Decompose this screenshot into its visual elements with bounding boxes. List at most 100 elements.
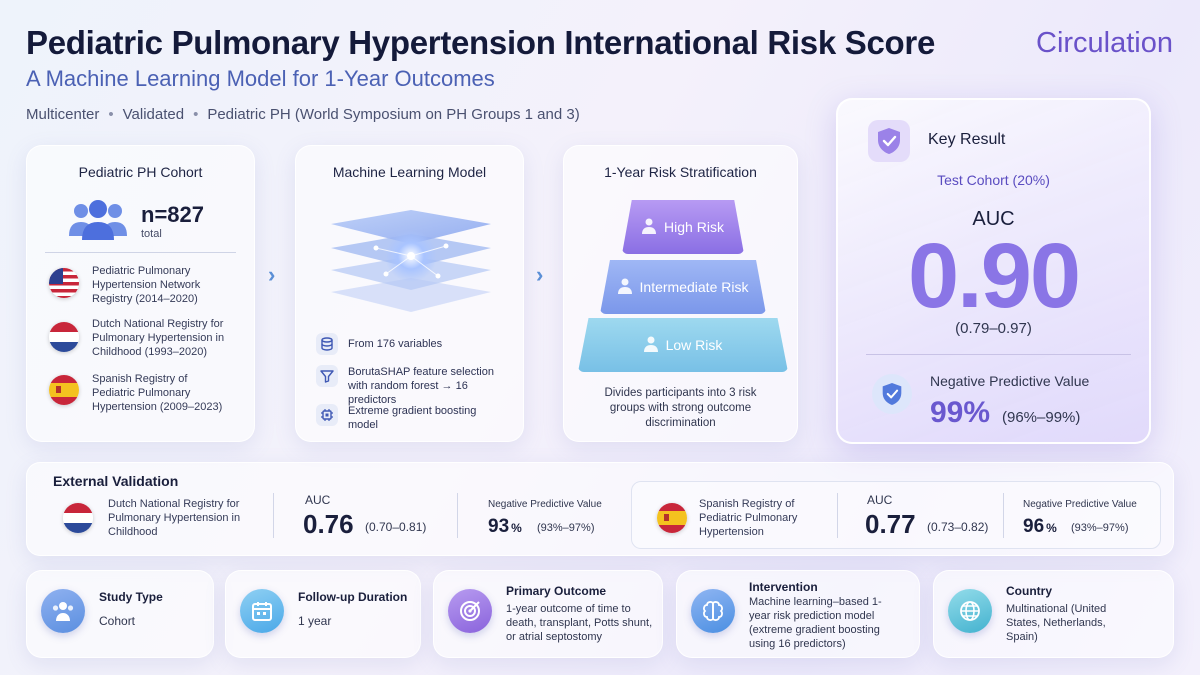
tag-separator: • — [193, 106, 199, 123]
model-card: Machine Learning Model — [295, 145, 524, 442]
npv-ci: (93%–97%) — [537, 522, 595, 534]
person-icon — [617, 278, 632, 297]
summary-card-follow-up: Follow-up Duration 1 year — [225, 570, 421, 658]
target-icon — [448, 589, 492, 633]
tag-item: Validated — [122, 106, 185, 123]
npv-label: Negative Predictive Value — [1023, 499, 1137, 510]
summary-card-intervention: Intervention Machine learning–based 1-ye… — [676, 570, 920, 658]
risk-title: 1-Year Risk Stratification — [604, 164, 757, 180]
spain-flag-icon — [657, 503, 687, 533]
npv-value: 93% — [488, 516, 522, 538]
summary-label: Primary Outcome — [506, 584, 607, 598]
database-icon — [316, 333, 338, 355]
risk-tier-label: Low Risk — [665, 337, 723, 353]
registry-text: Pediatric Pulmonary Hypertension Network… — [92, 265, 201, 305]
model-step-text: Extreme gradient boosting model — [348, 405, 477, 431]
external-validation-panel: External Validation Dutch National Regis… — [26, 462, 1174, 556]
model-step: From 176 variables — [316, 333, 442, 355]
spain-flag-icon — [49, 375, 79, 405]
tag-separator: • — [108, 106, 114, 123]
auc-ci: (0.70–0.81) — [365, 520, 427, 534]
npv-value: 99% — [930, 396, 991, 429]
npv-label: Negative Predictive Value — [930, 373, 1090, 389]
npv-label: Negative Predictive Value — [488, 499, 602, 510]
tag-item: Multicenter — [26, 106, 100, 123]
divider — [45, 252, 236, 253]
model-step-text: BorutaSHAP feature selection with random… — [348, 366, 494, 406]
cohort-title: Pediatric PH Cohort — [78, 164, 203, 180]
journal-name: Circulation — [1036, 27, 1173, 59]
summary-label: Follow-up Duration — [298, 590, 408, 604]
person-icon — [643, 336, 658, 355]
model-step: BorutaSHAP feature selection with random… — [316, 365, 508, 407]
summary-label: Study Type — [99, 590, 163, 604]
model-step-text: From 176 variables — [348, 338, 443, 350]
npv-value: 96% — [1023, 516, 1057, 538]
summary-value: Cohort — [99, 614, 136, 628]
layered-model-icon — [316, 196, 506, 321]
shield-check-icon — [872, 374, 912, 414]
calendar-icon — [240, 589, 284, 633]
auc-label: AUC — [867, 493, 893, 507]
summary-card-primary-outcome: Primary Outcome 1-year outcome of time t… — [433, 570, 663, 658]
auc-ci: (0.73–0.82) — [927, 520, 989, 534]
auc-ci: (0.79–0.97) — [955, 320, 1032, 337]
person-icon — [642, 218, 657, 237]
auc-label: AUC — [305, 493, 331, 507]
people-icon — [67, 198, 129, 245]
shield-check-icon — [868, 120, 910, 162]
tag-list: Multicenter • Validated • Pediatric PH (… — [26, 106, 580, 123]
validation-cohort-name: Dutch National Registry for Pulmonary Hy… — [108, 498, 241, 538]
funnel-icon — [316, 365, 338, 387]
risk-tier-label: High Risk — [664, 219, 724, 235]
netherlands-flag-icon — [63, 503, 93, 533]
validation-cohort-box — [631, 481, 1161, 549]
npv-ci: (96%–99%) — [1002, 409, 1081, 426]
npv-unit: % — [511, 521, 522, 535]
auc-value: 0.77 — [865, 509, 916, 539]
brain-icon — [691, 589, 735, 633]
chevron-right-icon: › — [268, 262, 276, 287]
risk-description: Divides participants into 3 risk groups … — [604, 387, 757, 429]
model-step: Extreme gradient boosting model — [316, 404, 478, 432]
cohort-card: Pediatric PH Cohort n=827 total Pediatri… — [26, 145, 255, 442]
npv-ci: (93%–97%) — [1071, 522, 1129, 534]
summary-value: 1 year — [298, 614, 332, 628]
summary-value: Machine learning–based 1-year risk predi… — [749, 596, 882, 650]
divider — [866, 354, 1131, 355]
chip-icon — [316, 404, 338, 426]
npv-unit: % — [1046, 521, 1057, 535]
summary-label: Country — [1006, 584, 1052, 598]
risk-tier-low: Low Risk — [578, 318, 788, 372]
auc-value: 0.76 — [303, 509, 354, 539]
page-subtitle: A Machine Learning Model for 1-Year Outc… — [26, 66, 495, 91]
auc-label: AUC — [972, 208, 1015, 230]
chevron-right-icon: › — [536, 262, 544, 287]
divider — [273, 493, 274, 538]
summary-value: 1-year outcome of time to death, transpl… — [506, 603, 653, 643]
divider — [457, 493, 458, 538]
page-title: Pediatric Pulmonary Hypertension Interna… — [26, 24, 935, 61]
cohort-n: n=827 — [141, 202, 204, 227]
summary-label: Intervention — [749, 580, 818, 594]
cohort-n-label: total — [141, 228, 162, 240]
test-cohort-label: Test Cohort (20%) — [937, 172, 1050, 188]
risk-card: 1-Year Risk Stratification High Risk Int… — [563, 145, 798, 442]
external-validation-title: External Validation — [53, 473, 179, 489]
registry-text: Spanish Registry of Pediatric Pulmonary … — [92, 373, 223, 413]
us-flag-icon — [49, 268, 79, 298]
people-icon — [41, 589, 85, 633]
summary-card-country: Country Multinational (United States, Ne… — [933, 570, 1174, 658]
npv-number: 96 — [1023, 516, 1045, 537]
summary-card-study-type: Study Type Cohort — [26, 570, 214, 658]
model-title: Machine Learning Model — [332, 164, 487, 180]
divider — [837, 493, 838, 538]
divider — [1003, 493, 1004, 538]
tag-item: Pediatric PH (World Symposium on PH Grou… — [207, 106, 580, 123]
validation-cohort-name: Spanish Registry of Pediatric Pulmonary … — [699, 498, 798, 538]
netherlands-flag-icon — [49, 322, 79, 352]
summary-value: Multinational (United States, Netherland… — [1006, 603, 1107, 643]
key-result-card: Key Result Test Cohort (20%) AUC 0.90 (0… — [836, 98, 1151, 444]
globe-icon — [948, 589, 992, 633]
auc-value: 0.90 — [907, 225, 1081, 327]
